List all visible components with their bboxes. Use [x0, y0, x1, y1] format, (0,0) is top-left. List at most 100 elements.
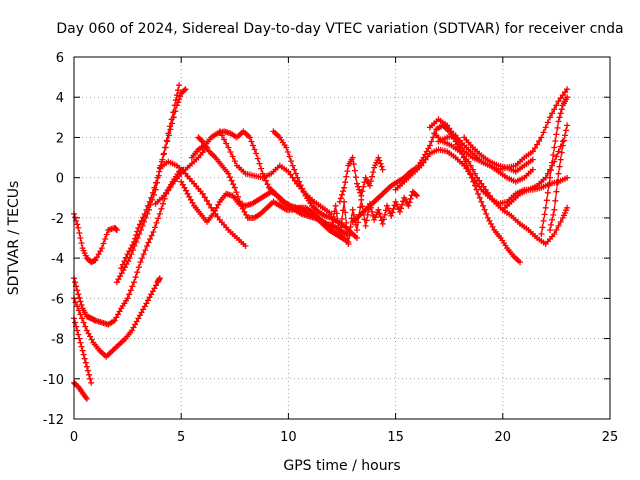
- data-point: [83, 395, 90, 402]
- data-point: [163, 137, 170, 144]
- data-point: [547, 174, 553, 181]
- data-point: [557, 218, 564, 225]
- data-point: [300, 189, 307, 196]
- series-track-i: [156, 158, 249, 249]
- data-point: [377, 160, 384, 167]
- data-point: [147, 236, 154, 242]
- data-point: [138, 227, 144, 233]
- data-point: [84, 367, 91, 374]
- data-point: [545, 182, 552, 189]
- data-point: [131, 243, 138, 249]
- data-point: [553, 188, 560, 195]
- data-point: [171, 102, 178, 109]
- data-point: [283, 144, 290, 151]
- data-point: [239, 205, 246, 212]
- data-point: [79, 315, 85, 322]
- data-point: [356, 186, 363, 193]
- data-point: [168, 116, 175, 123]
- data-point: [339, 191, 345, 198]
- data-point: [129, 283, 136, 290]
- x-tick-label: 15: [387, 430, 404, 445]
- x-tick-label: 20: [495, 430, 512, 445]
- data-point: [559, 142, 566, 149]
- data-point: [143, 243, 150, 249]
- data-point: [478, 198, 485, 205]
- series-track-v: [461, 134, 536, 175]
- data-point: [558, 106, 565, 113]
- data-point: [147, 201, 154, 208]
- data-point: [183, 187, 189, 194]
- data-point: [330, 213, 337, 220]
- data-point: [181, 87, 188, 94]
- data-point: [333, 210, 340, 217]
- data-point: [343, 219, 350, 226]
- data-point: [251, 146, 258, 153]
- y-tick-label: 6: [56, 51, 64, 66]
- data-point: [369, 208, 375, 215]
- data-point: [541, 211, 548, 218]
- data-point: [354, 227, 360, 233]
- data-point: [396, 208, 403, 215]
- data-point: [134, 235, 141, 241]
- data-point: [481, 206, 488, 213]
- data-point: [482, 186, 489, 193]
- data-point: [233, 189, 240, 196]
- data-point: [75, 307, 82, 314]
- data-point: [250, 142, 256, 149]
- plot-frame: [73, 56, 611, 420]
- data-point: [554, 124, 561, 131]
- data-point: [389, 209, 396, 216]
- data-point: [564, 122, 571, 129]
- y-tick-label: -12: [43, 413, 64, 428]
- data-point: [121, 264, 128, 271]
- data-point: [297, 182, 304, 189]
- data-point: [151, 224, 158, 231]
- data-point: [262, 177, 269, 184]
- data-point: [554, 179, 561, 186]
- data-point: [465, 158, 472, 165]
- y-tick-label: 4: [56, 91, 64, 106]
- data-point: [98, 245, 105, 252]
- data-point: [113, 227, 120, 233]
- data-point: [242, 243, 249, 249]
- data-point: [80, 319, 87, 326]
- data-point: [536, 138, 543, 144]
- series-track-h: [152, 144, 210, 207]
- data-point: [78, 343, 85, 350]
- data-point: [77, 298, 84, 305]
- x-tick-label: 25: [602, 430, 619, 445]
- data-point: [111, 317, 118, 324]
- data-point: [564, 94, 571, 101]
- data-point: [540, 129, 547, 136]
- data-point: [294, 174, 301, 181]
- data-point: [426, 142, 433, 149]
- data-point: [258, 165, 265, 172]
- y-axis-label: SDTVAR / TECUs: [6, 181, 22, 296]
- data-point: [552, 197, 559, 204]
- data-point: [553, 131, 560, 138]
- data-point: [130, 247, 136, 254]
- data-point: [126, 291, 133, 298]
- data-point: [153, 282, 159, 289]
- data-point: [156, 210, 163, 217]
- data-point: [166, 123, 173, 130]
- data-point: [77, 235, 84, 241]
- data-point: [236, 198, 243, 205]
- data-point: [198, 137, 205, 144]
- data-point: [75, 331, 82, 338]
- data-point: [362, 222, 369, 229]
- data-point: [413, 191, 419, 198]
- data-point: [414, 192, 420, 199]
- series-track-x: [538, 94, 571, 237]
- data-point: [375, 154, 382, 161]
- data-point: [379, 220, 386, 227]
- data-point: [334, 217, 341, 224]
- y-tick-label: -6: [51, 292, 64, 307]
- y-tick-label: 2: [56, 131, 64, 146]
- data-point: [133, 239, 140, 245]
- data-point: [225, 170, 232, 177]
- data-point: [149, 196, 156, 203]
- data-point: [359, 203, 366, 210]
- data-point: [556, 163, 563, 170]
